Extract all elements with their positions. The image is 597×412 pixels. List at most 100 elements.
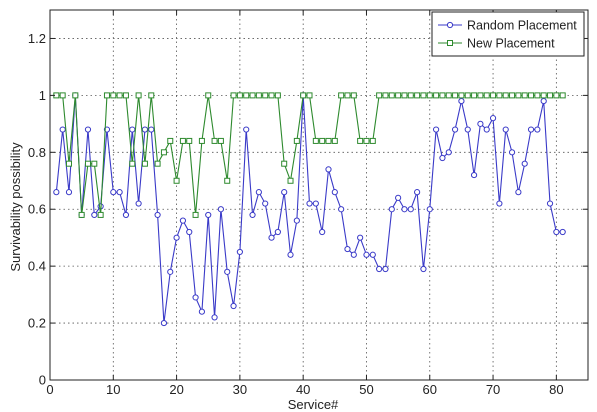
x-tick-label: 0 bbox=[46, 382, 53, 397]
data-point bbox=[65, 189, 73, 196]
data-point bbox=[205, 92, 212, 99]
data-point bbox=[230, 302, 237, 310]
data-point bbox=[122, 92, 129, 99]
x-tick-label: 70 bbox=[486, 382, 500, 397]
data-point bbox=[281, 160, 288, 167]
axes-frame bbox=[49, 9, 589, 381]
data-point bbox=[483, 126, 490, 133]
data-point bbox=[331, 137, 338, 144]
y-tick-label: 0.8 bbox=[28, 145, 46, 160]
data-point bbox=[395, 194, 402, 201]
data-point bbox=[287, 251, 294, 258]
data-point bbox=[211, 137, 218, 144]
data-point bbox=[78, 211, 85, 218]
data-point bbox=[515, 92, 522, 99]
data-point bbox=[205, 211, 212, 219]
data-point bbox=[363, 251, 370, 258]
data-point bbox=[528, 92, 535, 99]
data-point bbox=[546, 200, 554, 207]
data-point bbox=[527, 126, 535, 133]
x-axis-label: Service# bbox=[288, 397, 339, 412]
data-point bbox=[458, 92, 465, 99]
data-point bbox=[509, 92, 516, 99]
data-point bbox=[420, 92, 427, 99]
y-tick-label: 0.2 bbox=[28, 316, 46, 331]
x-tick-label: 40 bbox=[296, 382, 310, 397]
legend-item-2: New Placement bbox=[438, 37, 555, 51]
data-point bbox=[376, 92, 383, 99]
data-point bbox=[192, 294, 199, 301]
legend-marker bbox=[446, 21, 454, 29]
legend-label: New Placement bbox=[467, 37, 555, 51]
data-point bbox=[369, 137, 376, 144]
data-point bbox=[401, 92, 408, 99]
data-point bbox=[224, 177, 231, 184]
series-2 bbox=[53, 92, 566, 218]
data-point bbox=[547, 92, 554, 99]
data-point bbox=[262, 200, 269, 207]
data-point bbox=[540, 97, 547, 105]
data-point bbox=[243, 126, 250, 133]
data-point bbox=[148, 92, 155, 99]
data-point bbox=[154, 211, 161, 219]
data-point bbox=[186, 228, 193, 236]
data-point bbox=[470, 171, 478, 179]
data-point bbox=[521, 160, 528, 167]
data-point bbox=[306, 92, 313, 99]
data-point bbox=[173, 234, 180, 241]
data-point bbox=[382, 265, 389, 273]
data-point bbox=[559, 228, 566, 236]
data-point bbox=[167, 137, 174, 144]
data-point bbox=[141, 160, 148, 167]
data-point bbox=[540, 92, 547, 99]
data-point bbox=[439, 154, 446, 162]
data-point bbox=[502, 126, 509, 133]
data-point bbox=[300, 92, 307, 99]
data-point bbox=[534, 92, 541, 99]
data-point bbox=[426, 206, 433, 213]
data-point bbox=[59, 92, 66, 99]
data-point bbox=[135, 200, 142, 207]
x-tick-label: 10 bbox=[106, 382, 120, 397]
data-point bbox=[407, 206, 414, 213]
data-point bbox=[129, 126, 136, 133]
data-point bbox=[154, 160, 161, 167]
data-point bbox=[306, 200, 313, 207]
data-point bbox=[331, 189, 338, 196]
data-point bbox=[319, 137, 326, 144]
data-point bbox=[388, 206, 395, 213]
data-point bbox=[388, 92, 395, 99]
data-point bbox=[414, 92, 421, 99]
data-point bbox=[489, 115, 497, 122]
data-point bbox=[344, 92, 351, 99]
data-point bbox=[451, 126, 459, 133]
data-point bbox=[376, 265, 383, 273]
data-point bbox=[553, 92, 560, 99]
data-point bbox=[160, 149, 167, 156]
data-point bbox=[91, 211, 98, 219]
legend-box bbox=[431, 11, 585, 57]
data-point bbox=[110, 189, 117, 196]
data-point bbox=[116, 189, 123, 196]
data-point bbox=[255, 189, 262, 196]
data-point bbox=[84, 160, 91, 167]
data-point bbox=[471, 92, 478, 99]
data-point bbox=[293, 217, 300, 224]
data-point bbox=[198, 137, 205, 144]
data-point bbox=[198, 308, 206, 315]
data-point bbox=[211, 314, 218, 321]
legend-item-1: Random Placement bbox=[438, 19, 577, 33]
data-point bbox=[224, 268, 231, 275]
data-point bbox=[401, 206, 408, 213]
x-tick-label: 30 bbox=[233, 382, 247, 397]
data-point bbox=[483, 92, 490, 99]
data-point bbox=[369, 251, 376, 258]
data-point bbox=[496, 200, 503, 207]
series-layer bbox=[53, 92, 566, 327]
data-point bbox=[122, 211, 130, 219]
x-tick-label: 20 bbox=[169, 382, 183, 397]
y-tick-label: 0.4 bbox=[28, 259, 46, 274]
x-tick-label: 60 bbox=[423, 382, 437, 397]
data-point bbox=[217, 206, 224, 213]
